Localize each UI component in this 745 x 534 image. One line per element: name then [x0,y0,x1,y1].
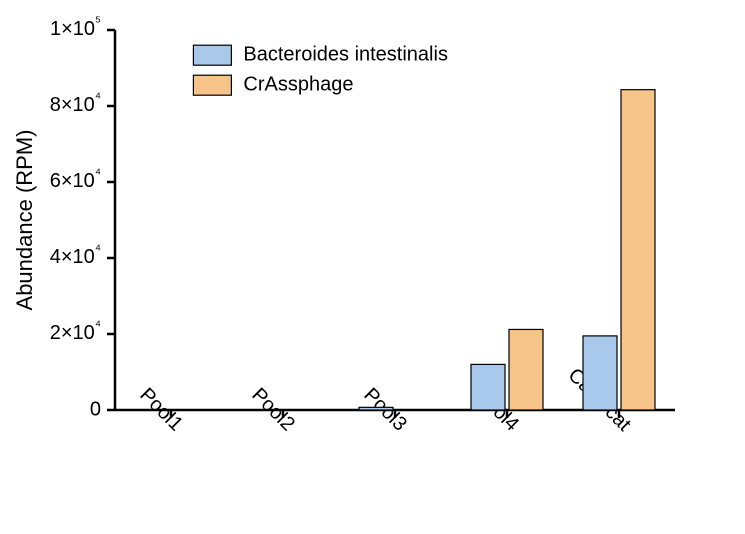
legend-label: CrAssphage [243,73,353,95]
y-tick-label: 6×10⁴ [50,166,101,192]
legend-swatch [193,75,231,95]
y-axis-title: Abundance (RPM) [12,130,37,311]
y-tick-label: 1×10⁵ [50,14,101,40]
bar-bacteroides [359,407,393,410]
abundance-bar-chart: 0 2×10⁴ 4×10⁴ 6×10⁴ 8×10⁴ 1×10⁵ Abundance (RPM… [0,0,745,529]
bar-crassphage [621,90,655,410]
chart-svg: 0 2×10⁴ 4×10⁴ 6×10⁴ 8×10⁴ 1×10⁵ Abundance (RPM… [0,0,745,529]
y-tick-label: 4×10⁴ [50,242,101,268]
legend-swatch [193,45,231,65]
bar-crassphage [509,329,543,410]
y-tick-label: 8×10⁴ [50,90,101,116]
bar-bacteroides [471,364,505,410]
y-tick-label: 0 [90,398,101,420]
y-tick-label: 2×10⁴ [50,318,101,344]
legend-label: Bacteroides intestinalis [243,43,448,65]
bar-bacteroides [583,336,617,410]
